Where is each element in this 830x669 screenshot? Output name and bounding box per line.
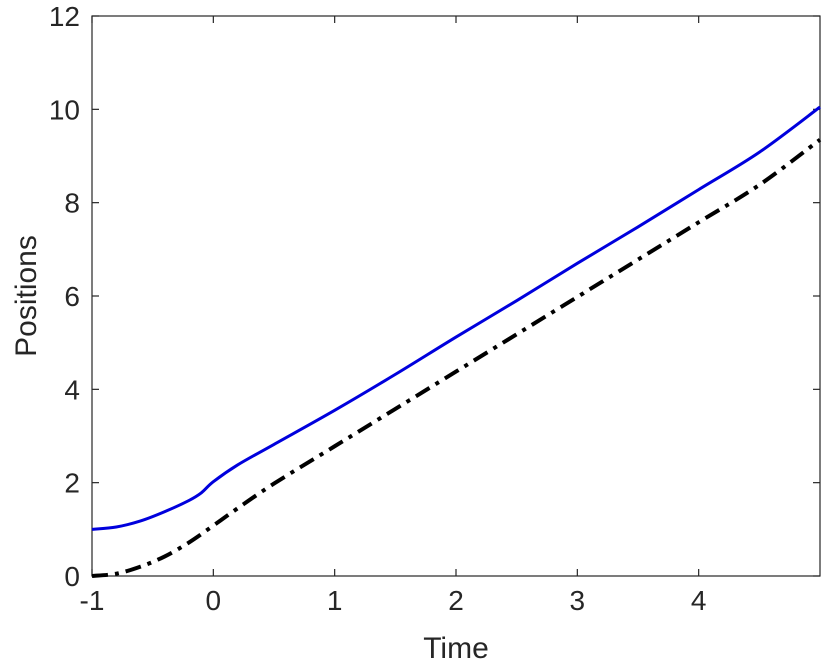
y-tick-label: 6 (64, 281, 80, 312)
series-line-dashdot (91, 138, 822, 578)
y-tick-label: 4 (64, 374, 80, 405)
y-axis-label: Positions (10, 235, 43, 357)
x-tick-label: 4 (691, 585, 707, 616)
x-tick-label: -1 (80, 585, 105, 616)
x-tick-label: 1 (327, 585, 343, 616)
y-tick-label: 10 (49, 94, 80, 125)
y-tick-label: 8 (64, 188, 80, 219)
x-tick-label: 0 (206, 585, 222, 616)
y-tick-label: 12 (49, 1, 80, 32)
x-axis-label: Time (423, 632, 489, 665)
x-axis-ticks: -1 0 1 2 3 4 (80, 16, 707, 616)
y-axis-ticks: 0 2 4 6 8 10 12 (49, 1, 820, 592)
x-tick-label: 3 (570, 585, 586, 616)
series-layer (91, 105, 822, 578)
x-tick-label: 2 (448, 585, 464, 616)
y-tick-label: 0 (64, 561, 80, 592)
series-line-solid (91, 105, 821, 531)
y-tick-label: 2 (64, 468, 80, 499)
